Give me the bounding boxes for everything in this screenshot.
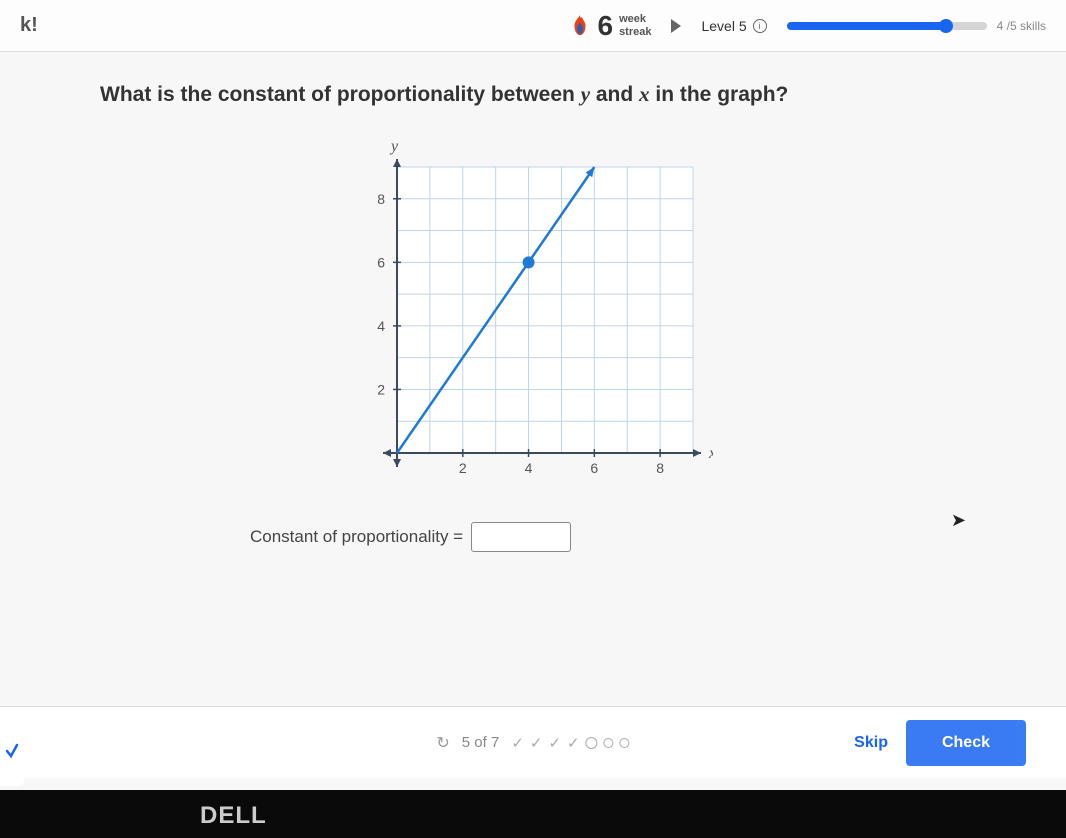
question-var-x: x — [639, 82, 650, 106]
question-text: What is the constant of proportionality … — [100, 82, 966, 107]
check-mark-icon: ✓ — [511, 734, 524, 752]
graph-container: 2 4 6 8 2 4 6 8 y x — [100, 137, 966, 497]
progress-fill — [787, 22, 947, 30]
left-tab[interactable] — [0, 716, 24, 786]
cursor-icon: ➤ — [951, 510, 966, 531]
fire-icon — [569, 13, 591, 39]
top-bar: k! 6 week streak Level 5 i 4 /5 skills — [0, 0, 1066, 52]
progress-section: 4 /5 skills — [787, 19, 1046, 33]
pending-mark-icon — [604, 738, 614, 748]
svg-text:x: x — [708, 445, 713, 462]
refresh-icon[interactable]: ↻ — [436, 733, 449, 753]
question-prefix: What is the constant of proportionality … — [100, 83, 581, 106]
check-tab-icon — [5, 742, 19, 760]
streak-label-week: week — [619, 13, 651, 25]
bottom-progress: ↻ 5 of 7 ✓ ✓ ✓ ✓ — [436, 733, 629, 753]
svg-text:4: 4 — [377, 318, 385, 334]
device-brand: DELL — [200, 802, 267, 830]
pending-mark-icon — [586, 737, 598, 749]
check-button[interactable]: Check — [906, 720, 1026, 766]
skills-label: 4 /5 skills — [997, 19, 1046, 33]
svg-text:4: 4 — [525, 460, 533, 476]
svg-text:8: 8 — [656, 460, 664, 476]
streak-number: 6 — [597, 10, 613, 42]
answer-input[interactable] — [471, 522, 571, 552]
play-icon[interactable] — [669, 18, 683, 34]
skip-button[interactable]: Skip — [854, 734, 888, 752]
device-bezel — [0, 790, 1066, 838]
svg-text:2: 2 — [377, 381, 385, 397]
progress-knob — [939, 19, 953, 33]
answer-label: Constant of proportionality = — [250, 527, 463, 547]
streak-label-streak: streak — [619, 26, 651, 38]
check-mark-icon: ✓ — [530, 734, 543, 752]
check-mark-icon: ✓ — [567, 734, 580, 752]
progress-text: 5 of 7 — [462, 734, 500, 751]
answer-row: Constant of proportionality = — [250, 522, 966, 552]
streak-section: 6 week streak — [569, 10, 651, 42]
content-area: What is the constant of proportionality … — [0, 52, 1066, 572]
bottom-bar: ↻ 5 of 7 ✓ ✓ ✓ ✓ Skip Check — [0, 706, 1066, 778]
info-icon[interactable]: i — [753, 19, 767, 33]
svg-text:8: 8 — [377, 191, 385, 207]
bottom-actions: Skip Check — [854, 720, 1026, 766]
level-progress-bar[interactable] — [787, 22, 987, 30]
check-mark-icon: ✓ — [548, 734, 561, 752]
question-suffix: in the graph? — [650, 83, 789, 106]
level-label: Level 5 — [701, 18, 746, 34]
svg-text:6: 6 — [590, 460, 598, 476]
svg-text:y: y — [389, 138, 399, 155]
streak-label: week streak — [619, 13, 651, 37]
pending-mark-icon — [620, 738, 630, 748]
progress-marks: ✓ ✓ ✓ ✓ — [511, 734, 629, 752]
question-var-y: y — [581, 82, 590, 106]
svg-text:2: 2 — [459, 460, 467, 476]
level-section: Level 5 i — [701, 18, 766, 34]
question-mid: and — [590, 83, 639, 106]
svg-text:6: 6 — [377, 254, 385, 270]
proportionality-graph: 2 4 6 8 2 4 6 8 y x — [353, 137, 713, 497]
site-logo[interactable]: k! — [20, 14, 38, 37]
